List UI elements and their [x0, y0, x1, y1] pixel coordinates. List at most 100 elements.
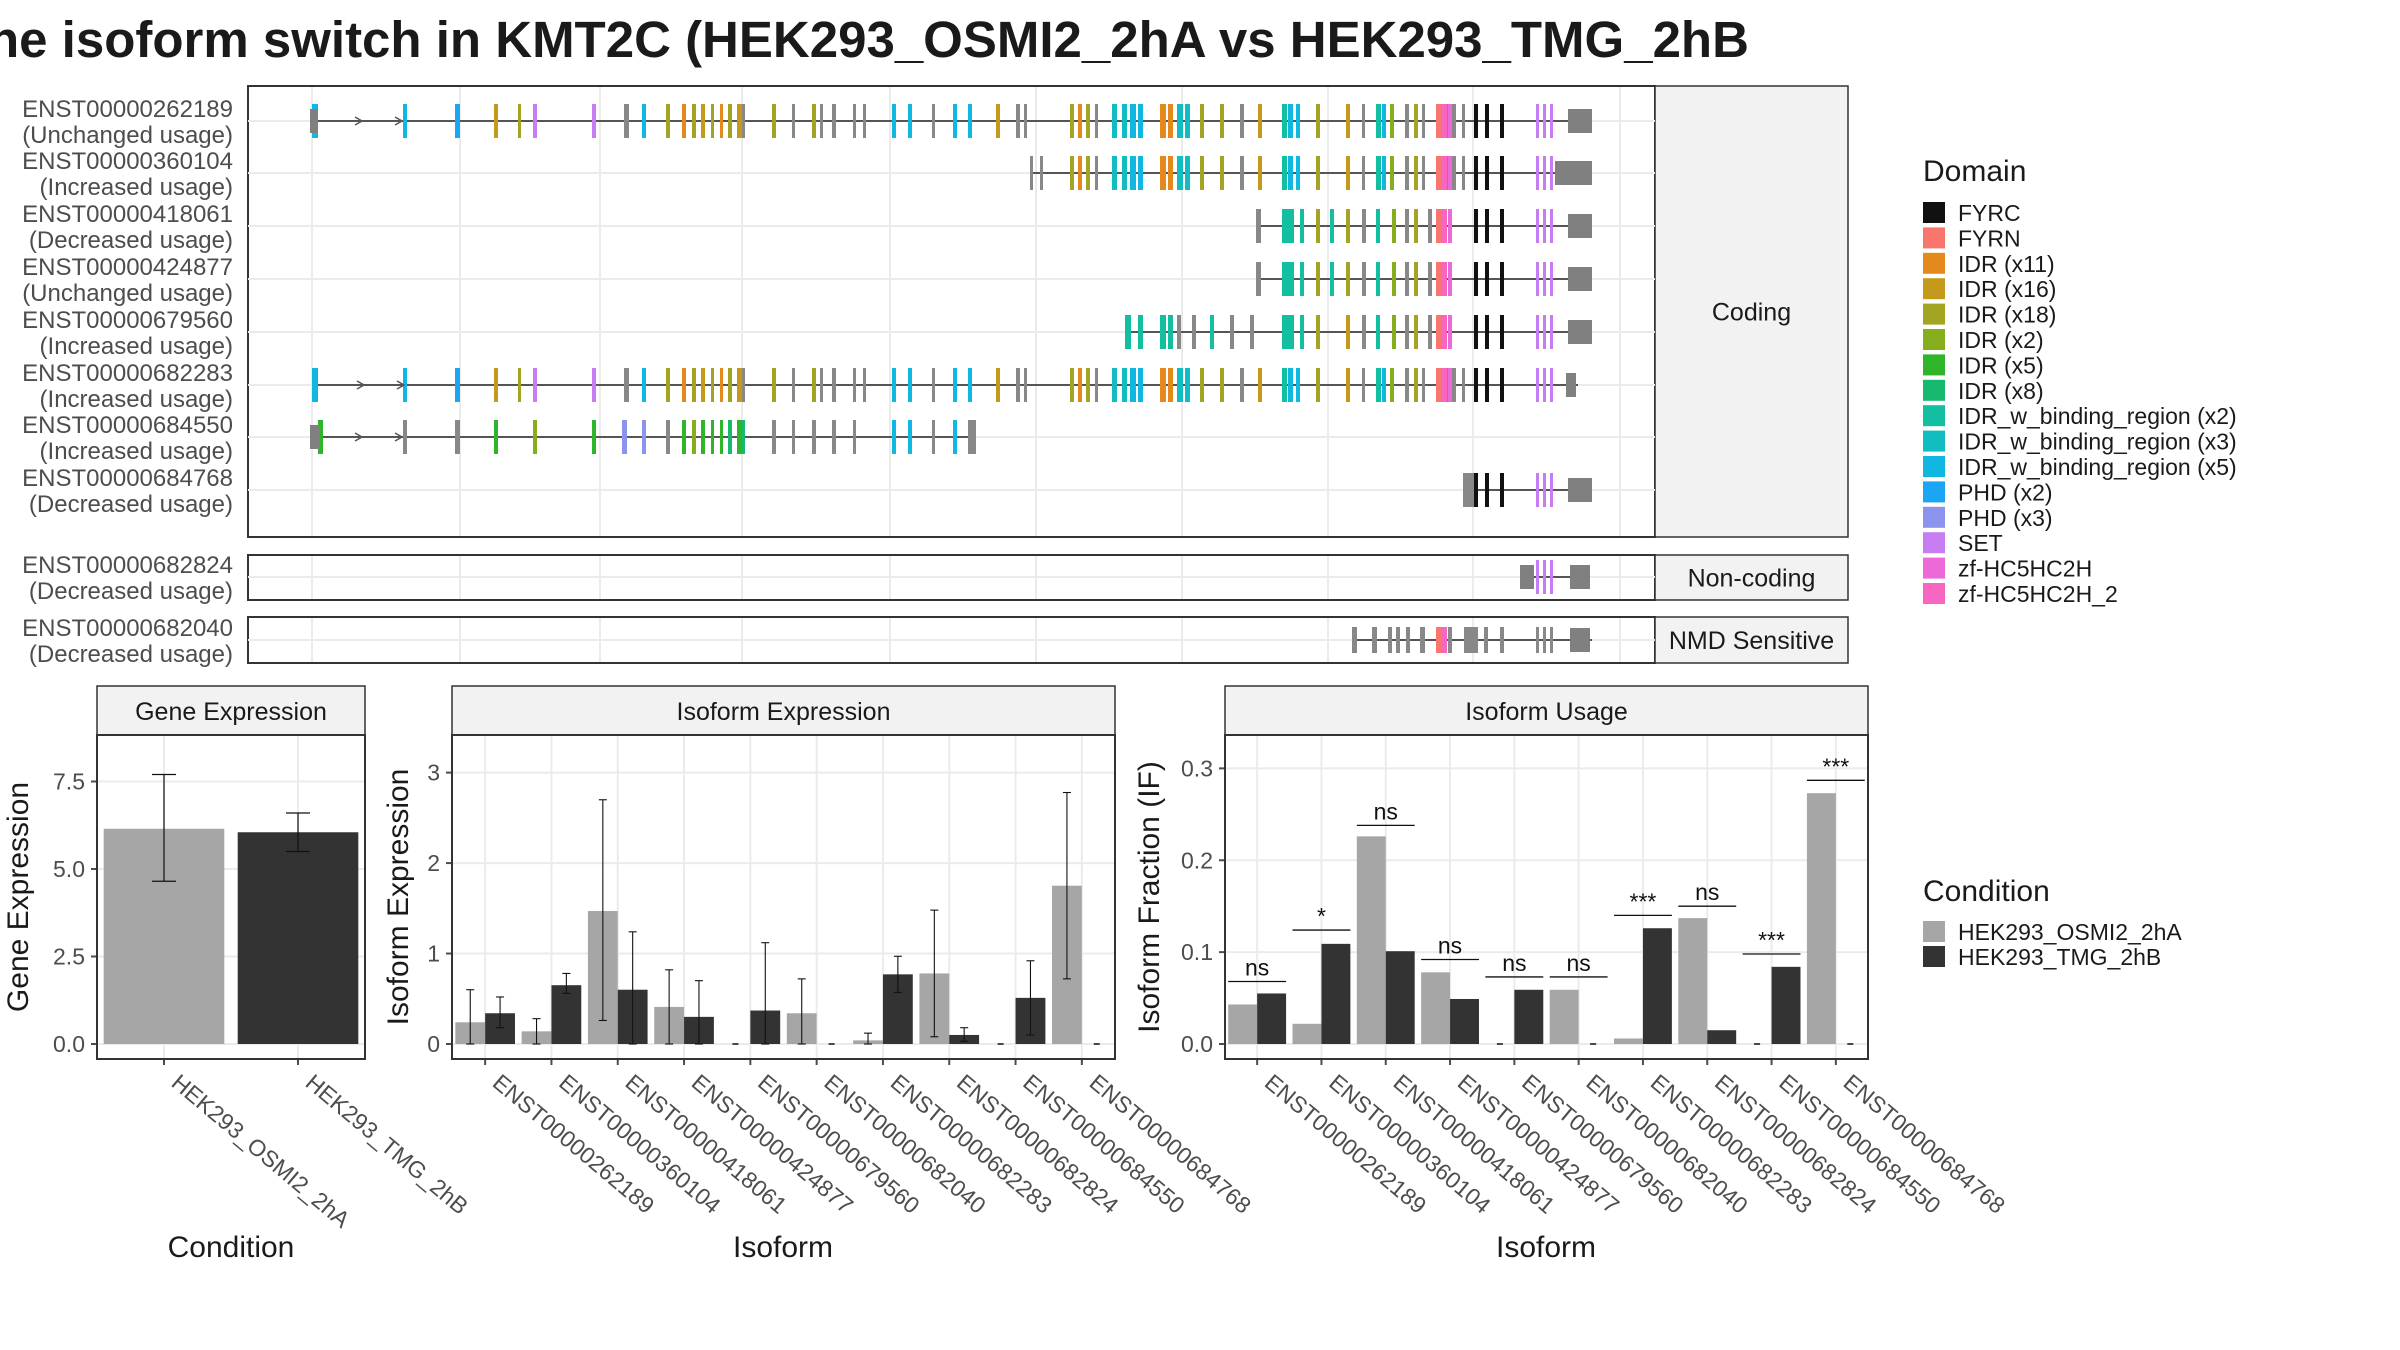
exon — [494, 420, 498, 454]
transcript-id-label: ENST00000360104 — [22, 148, 233, 175]
exon — [642, 104, 646, 138]
significance-label: ns — [1502, 950, 1526, 976]
exon — [1376, 104, 1381, 138]
exon — [1390, 368, 1394, 402]
exon — [1414, 368, 1418, 402]
significance-label: *** — [1822, 753, 1849, 779]
exon — [1256, 209, 1261, 243]
exon — [711, 104, 714, 138]
legend-swatch — [1923, 532, 1945, 554]
exon — [1220, 104, 1224, 138]
transcript-id-label: ENST00000682824 — [22, 552, 233, 579]
chart-title: Isoform Usage — [1465, 698, 1628, 726]
facet-strip — [1654, 85, 1849, 538]
exon — [1536, 473, 1539, 507]
exon — [1452, 104, 1456, 138]
exon — [728, 368, 732, 402]
exon — [1168, 104, 1173, 138]
exon — [1500, 104, 1504, 138]
utr-block — [1568, 320, 1592, 344]
exon — [1500, 156, 1504, 190]
exon — [892, 368, 896, 402]
chart-title: Gene Expression — [135, 698, 327, 726]
exon — [1484, 627, 1488, 653]
x-axis-label: Isoform — [733, 1231, 833, 1264]
exon — [1462, 104, 1465, 138]
legend-swatch — [1923, 583, 1945, 604]
exon — [1112, 104, 1117, 138]
exon — [1256, 262, 1261, 296]
exon — [1185, 104, 1190, 138]
significance-label: ns — [1695, 879, 1719, 905]
y-tick-label: 0.0 — [1181, 1031, 1213, 1057]
exon — [1220, 368, 1224, 402]
exon — [908, 368, 912, 402]
exon — [812, 368, 816, 402]
legend-label: IDR (x16) — [1958, 276, 2056, 302]
bar-chart-2: Isoform Usage0.00.10.20.3ENST00000262189… — [1133, 685, 2010, 1264]
significance-label: ns — [1374, 798, 1398, 824]
utr-block — [1568, 478, 1592, 502]
utr-block — [1570, 565, 1590, 589]
exon — [1160, 368, 1166, 402]
exon — [772, 420, 776, 454]
exon — [1448, 368, 1452, 402]
exon — [494, 368, 498, 402]
exon — [1414, 104, 1418, 138]
exon — [1362, 262, 1366, 296]
exon — [1300, 315, 1304, 349]
exon — [1210, 315, 1214, 349]
exon — [932, 368, 935, 402]
exon — [1346, 209, 1350, 243]
exon — [1543, 368, 1546, 402]
exon — [1550, 368, 1553, 402]
exon — [642, 420, 646, 454]
legend-label: FYRN — [1958, 225, 2021, 251]
exon — [1192, 315, 1196, 349]
exon — [792, 104, 795, 138]
exon — [772, 368, 776, 402]
exon — [1543, 104, 1546, 138]
exon — [1316, 315, 1320, 349]
exon — [1428, 262, 1432, 296]
bar — [551, 985, 582, 1044]
exon — [494, 104, 498, 138]
exon — [1177, 156, 1183, 190]
exon — [1376, 368, 1381, 402]
exon — [1185, 156, 1190, 190]
plot-border — [96, 734, 366, 1060]
exon — [1346, 262, 1350, 296]
exon — [863, 104, 866, 138]
exon — [455, 104, 460, 138]
exon — [1382, 156, 1386, 190]
strand-arrow — [394, 116, 404, 126]
exon — [1160, 104, 1166, 138]
exon — [1405, 156, 1409, 190]
exon — [820, 104, 823, 138]
exon — [1485, 368, 1489, 402]
legend-swatch — [1923, 557, 1945, 579]
legend-swatch — [1923, 946, 1945, 967]
exon — [1464, 627, 1478, 653]
transcript-id-label: ENST00000262189 — [22, 96, 233, 123]
exon — [1543, 627, 1546, 653]
exon — [592, 104, 596, 138]
exon — [1282, 104, 1287, 138]
utr-block — [1520, 565, 1534, 589]
exon — [1485, 156, 1489, 190]
exon — [1130, 156, 1136, 190]
exon — [1330, 209, 1334, 243]
exon — [1382, 368, 1386, 402]
exon — [1250, 315, 1254, 349]
exon — [1436, 156, 1442, 190]
exon — [1095, 368, 1098, 402]
exon — [318, 420, 323, 454]
exon — [1543, 473, 1546, 507]
exon — [1200, 104, 1204, 138]
exon — [1296, 156, 1300, 190]
legend-swatch — [1923, 481, 1945, 503]
strand-arrow — [354, 116, 364, 126]
exon — [1396, 627, 1400, 653]
y-tick-label: 0.2 — [1181, 847, 1213, 873]
exon — [863, 368, 866, 402]
